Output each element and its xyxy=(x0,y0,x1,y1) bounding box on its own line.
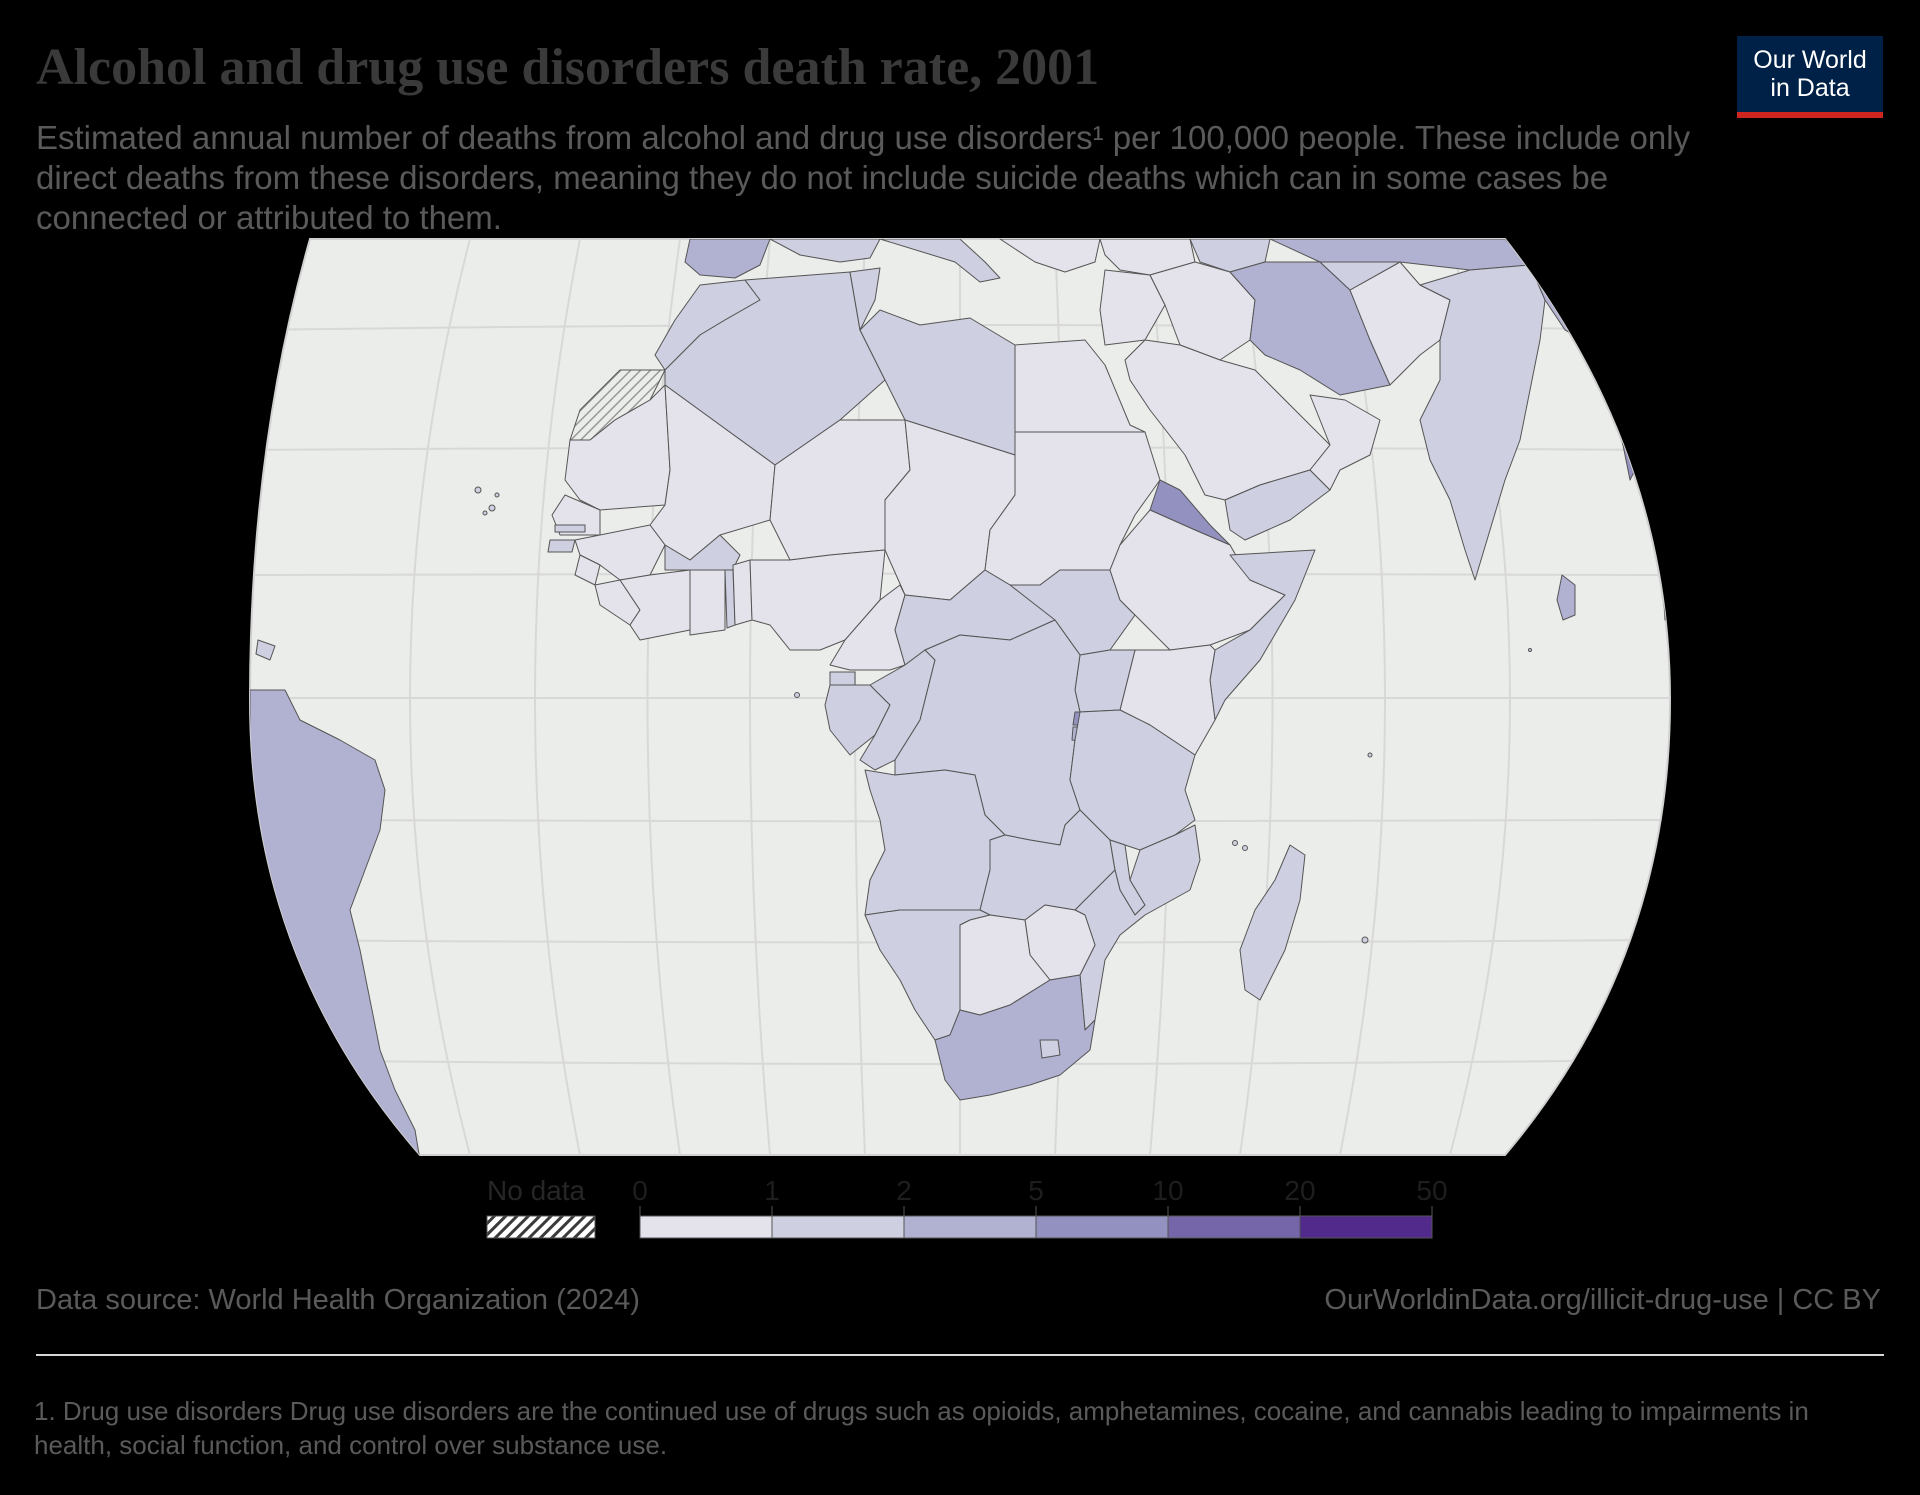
source-url[interactable]: OurWorldinData.org/illicit-drug-use | CC… xyxy=(1324,1284,1881,1316)
footer-divider xyxy=(36,1354,1884,1356)
chart-title: Alcohol and drug use disorders death rat… xyxy=(36,39,1100,96)
country-oman xyxy=(1309,394,1381,491)
country-ghana xyxy=(689,569,726,636)
data-source[interactable]: Data source: World Health Organization (… xyxy=(36,1284,640,1316)
country-guinea-bissau xyxy=(547,539,576,553)
legend-tick-10: 10 xyxy=(1152,1175,1183,1206)
logo-line-1: Our World xyxy=(1753,46,1867,74)
country-yemen xyxy=(1224,469,1331,541)
legend-no-data-swatch xyxy=(486,1215,596,1239)
country-italy xyxy=(879,239,1001,283)
legend-tick-1: 1 xyxy=(764,1175,780,1206)
country-iran xyxy=(1229,261,1391,396)
country-france-south xyxy=(769,239,881,263)
country-south-africa xyxy=(934,974,1096,1101)
country-cote-divoire xyxy=(619,569,691,641)
owid-logo[interactable]: Our World in Data xyxy=(1737,36,1883,118)
chart-subtitle: Estimated annual number of deaths from a… xyxy=(36,119,1691,236)
legend-tick-2: 2 xyxy=(896,1175,912,1206)
country-iberia xyxy=(684,239,771,279)
country-equatorial-guinea xyxy=(829,671,856,686)
legend-bin-5-10[interactable] xyxy=(1035,1215,1169,1239)
country-benin xyxy=(732,559,753,626)
country-sri-lanka xyxy=(1556,574,1576,621)
legend-bin-20-50[interactable] xyxy=(1299,1215,1433,1239)
country-madagascar xyxy=(1239,844,1306,1001)
footnote: 1. Drug use disorders Drug use disorders… xyxy=(34,1396,1809,1460)
country-gambia xyxy=(554,524,586,533)
legend-bin-0-1[interactable] xyxy=(639,1215,773,1239)
country-caribbean xyxy=(255,639,276,661)
legend-tick-5: 5 xyxy=(1028,1175,1044,1206)
logo-line-2: in Data xyxy=(1770,74,1850,102)
small-islands xyxy=(474,486,1532,944)
country-central-asia xyxy=(1319,261,1401,291)
legend-tick-0: 0 xyxy=(632,1175,648,1206)
legend-bin-2-5[interactable] xyxy=(903,1215,1037,1239)
legend-bin-10-20[interactable] xyxy=(1167,1215,1301,1239)
country-tunisia xyxy=(849,267,881,331)
legend-no-data-label: No data xyxy=(487,1175,585,1206)
legend-tick-20: 20 xyxy=(1284,1175,1315,1206)
country-tanzania xyxy=(1069,709,1196,851)
country-cameroon xyxy=(829,584,906,671)
country-lesotho xyxy=(1039,1039,1061,1059)
legend-bin-1-2[interactable] xyxy=(771,1215,905,1239)
legend-tick-50: 50 xyxy=(1416,1175,1447,1206)
country-balkans xyxy=(999,239,1101,273)
legend: No data 0 1 2 5 10 20 50 xyxy=(486,1175,1448,1239)
